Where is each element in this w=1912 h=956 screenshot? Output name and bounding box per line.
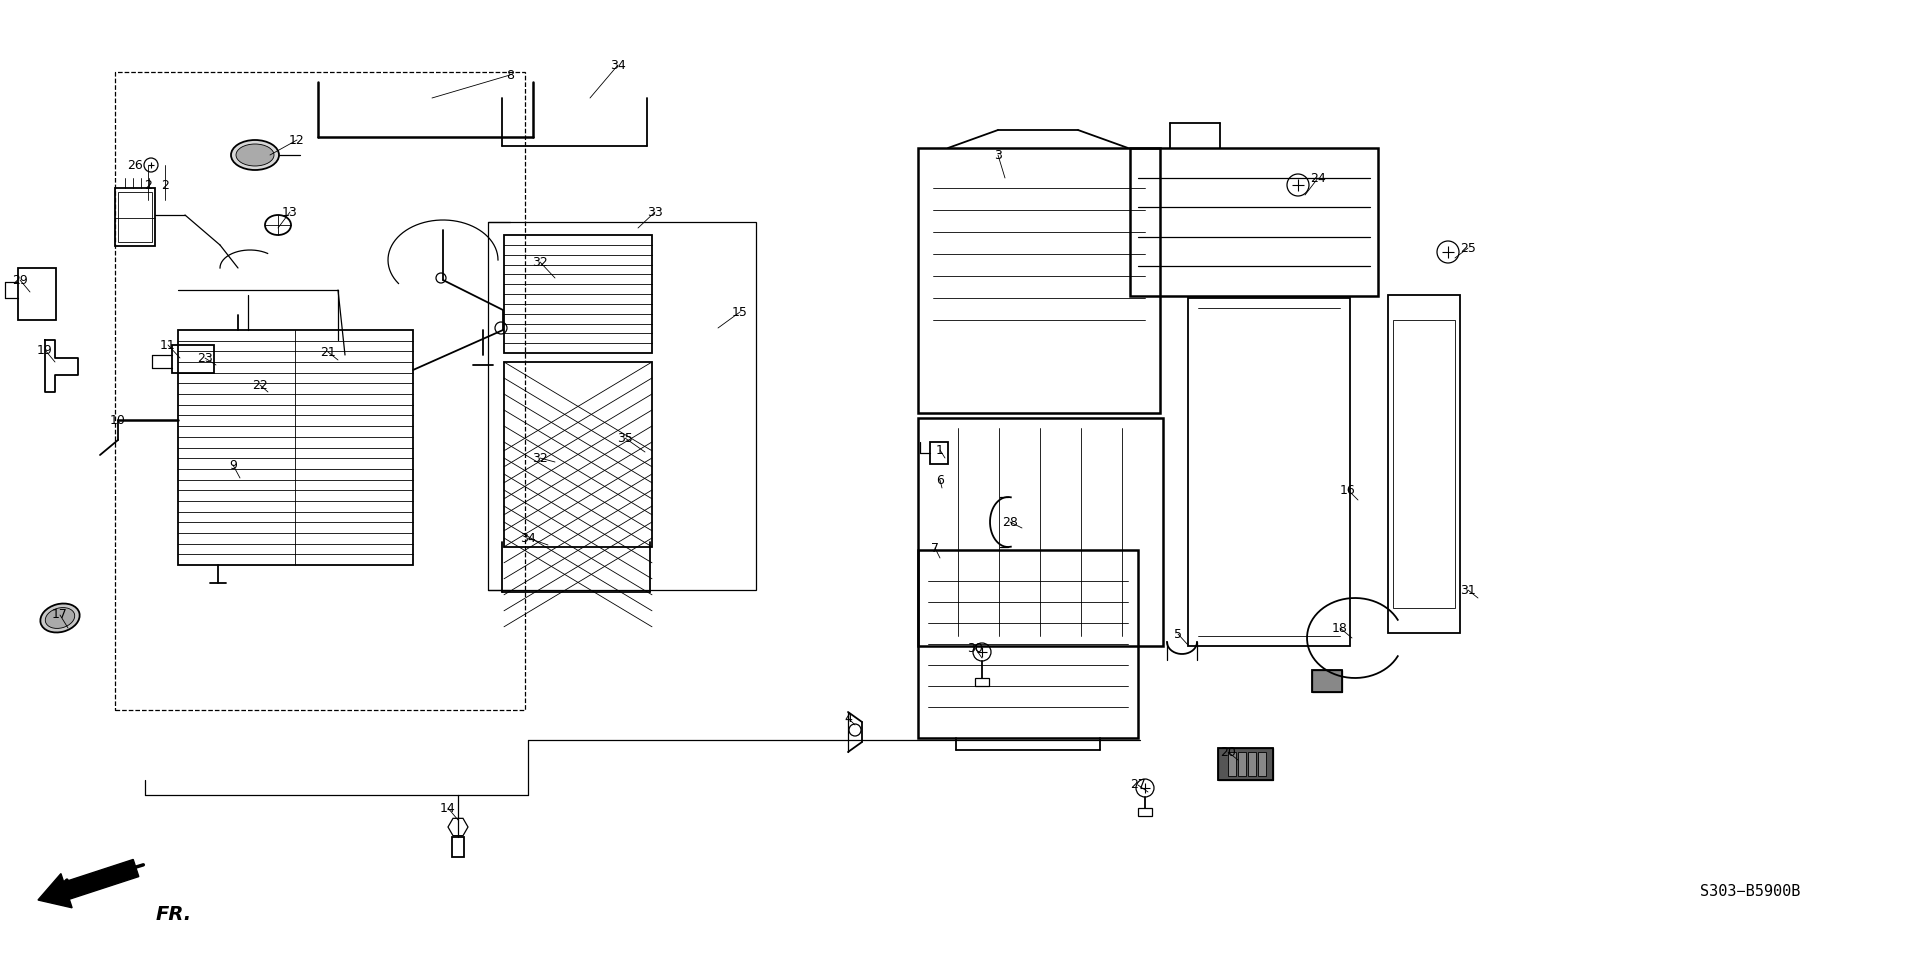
Text: 20: 20 [1220,746,1235,758]
Text: 2: 2 [161,179,168,191]
Bar [929,442,948,464]
Bar [918,418,1162,646]
Bar [119,192,151,242]
Text: 34: 34 [520,532,535,545]
Ellipse shape [46,608,75,628]
Bar [1130,148,1379,296]
Text: 11: 11 [161,338,176,352]
Text: 5: 5 [1174,627,1182,641]
Text: 2: 2 [143,179,151,191]
Text: 32: 32 [532,451,549,465]
Bar [1237,752,1247,776]
Bar [1228,752,1235,776]
Text: 27: 27 [1130,778,1145,792]
Text: 12: 12 [289,134,304,146]
Ellipse shape [235,144,273,166]
Text: 29: 29 [11,273,29,287]
Text: 30: 30 [967,641,983,655]
Bar [115,72,526,710]
Text: 28: 28 [1002,515,1017,529]
Text: 35: 35 [618,431,633,445]
Text: 32: 32 [532,255,549,269]
Ellipse shape [40,603,80,633]
Text: S303−B5900B: S303−B5900B [1700,884,1801,900]
Bar [505,235,652,353]
Text: 24: 24 [1310,171,1325,185]
Bar [1258,752,1266,776]
Text: 34: 34 [610,58,625,72]
Text: 16: 16 [1340,484,1356,496]
Text: 25: 25 [1461,242,1476,254]
Bar [451,837,465,857]
Bar [918,148,1161,413]
Text: 8: 8 [507,69,514,81]
Text: 23: 23 [197,352,212,364]
Text: 7: 7 [931,541,939,554]
Text: 18: 18 [1333,621,1348,635]
Bar [488,222,755,590]
Bar [1312,670,1342,692]
Bar [1138,808,1153,816]
Text: 1: 1 [937,444,945,457]
Text: 13: 13 [283,206,298,219]
Text: 26: 26 [126,159,143,171]
Text: 15: 15 [732,306,748,318]
Text: 17: 17 [52,609,69,621]
Text: 4: 4 [843,711,853,725]
Bar [1218,748,1273,780]
Text: 3: 3 [994,148,1002,162]
Bar [1394,320,1455,608]
Bar [1388,295,1461,633]
Text: 6: 6 [937,473,945,487]
Text: 22: 22 [252,379,268,392]
Bar [178,330,413,565]
Bar [172,345,214,373]
FancyArrow shape [38,859,140,908]
Bar [1312,670,1342,692]
Text: 31: 31 [1461,583,1476,597]
Text: 9: 9 [229,459,237,471]
Text: 21: 21 [319,345,337,358]
Text: 10: 10 [111,414,126,426]
Text: FR.: FR. [157,904,191,923]
Ellipse shape [231,140,279,170]
Bar [1218,748,1273,780]
Bar [115,188,155,246]
Bar [1187,298,1350,646]
Bar [17,268,55,320]
Bar [505,362,652,547]
Text: 14: 14 [440,801,455,815]
Bar [975,678,989,686]
Text: 33: 33 [646,206,663,219]
Text: 19: 19 [36,343,54,357]
Bar [1249,752,1256,776]
Bar [918,550,1138,738]
